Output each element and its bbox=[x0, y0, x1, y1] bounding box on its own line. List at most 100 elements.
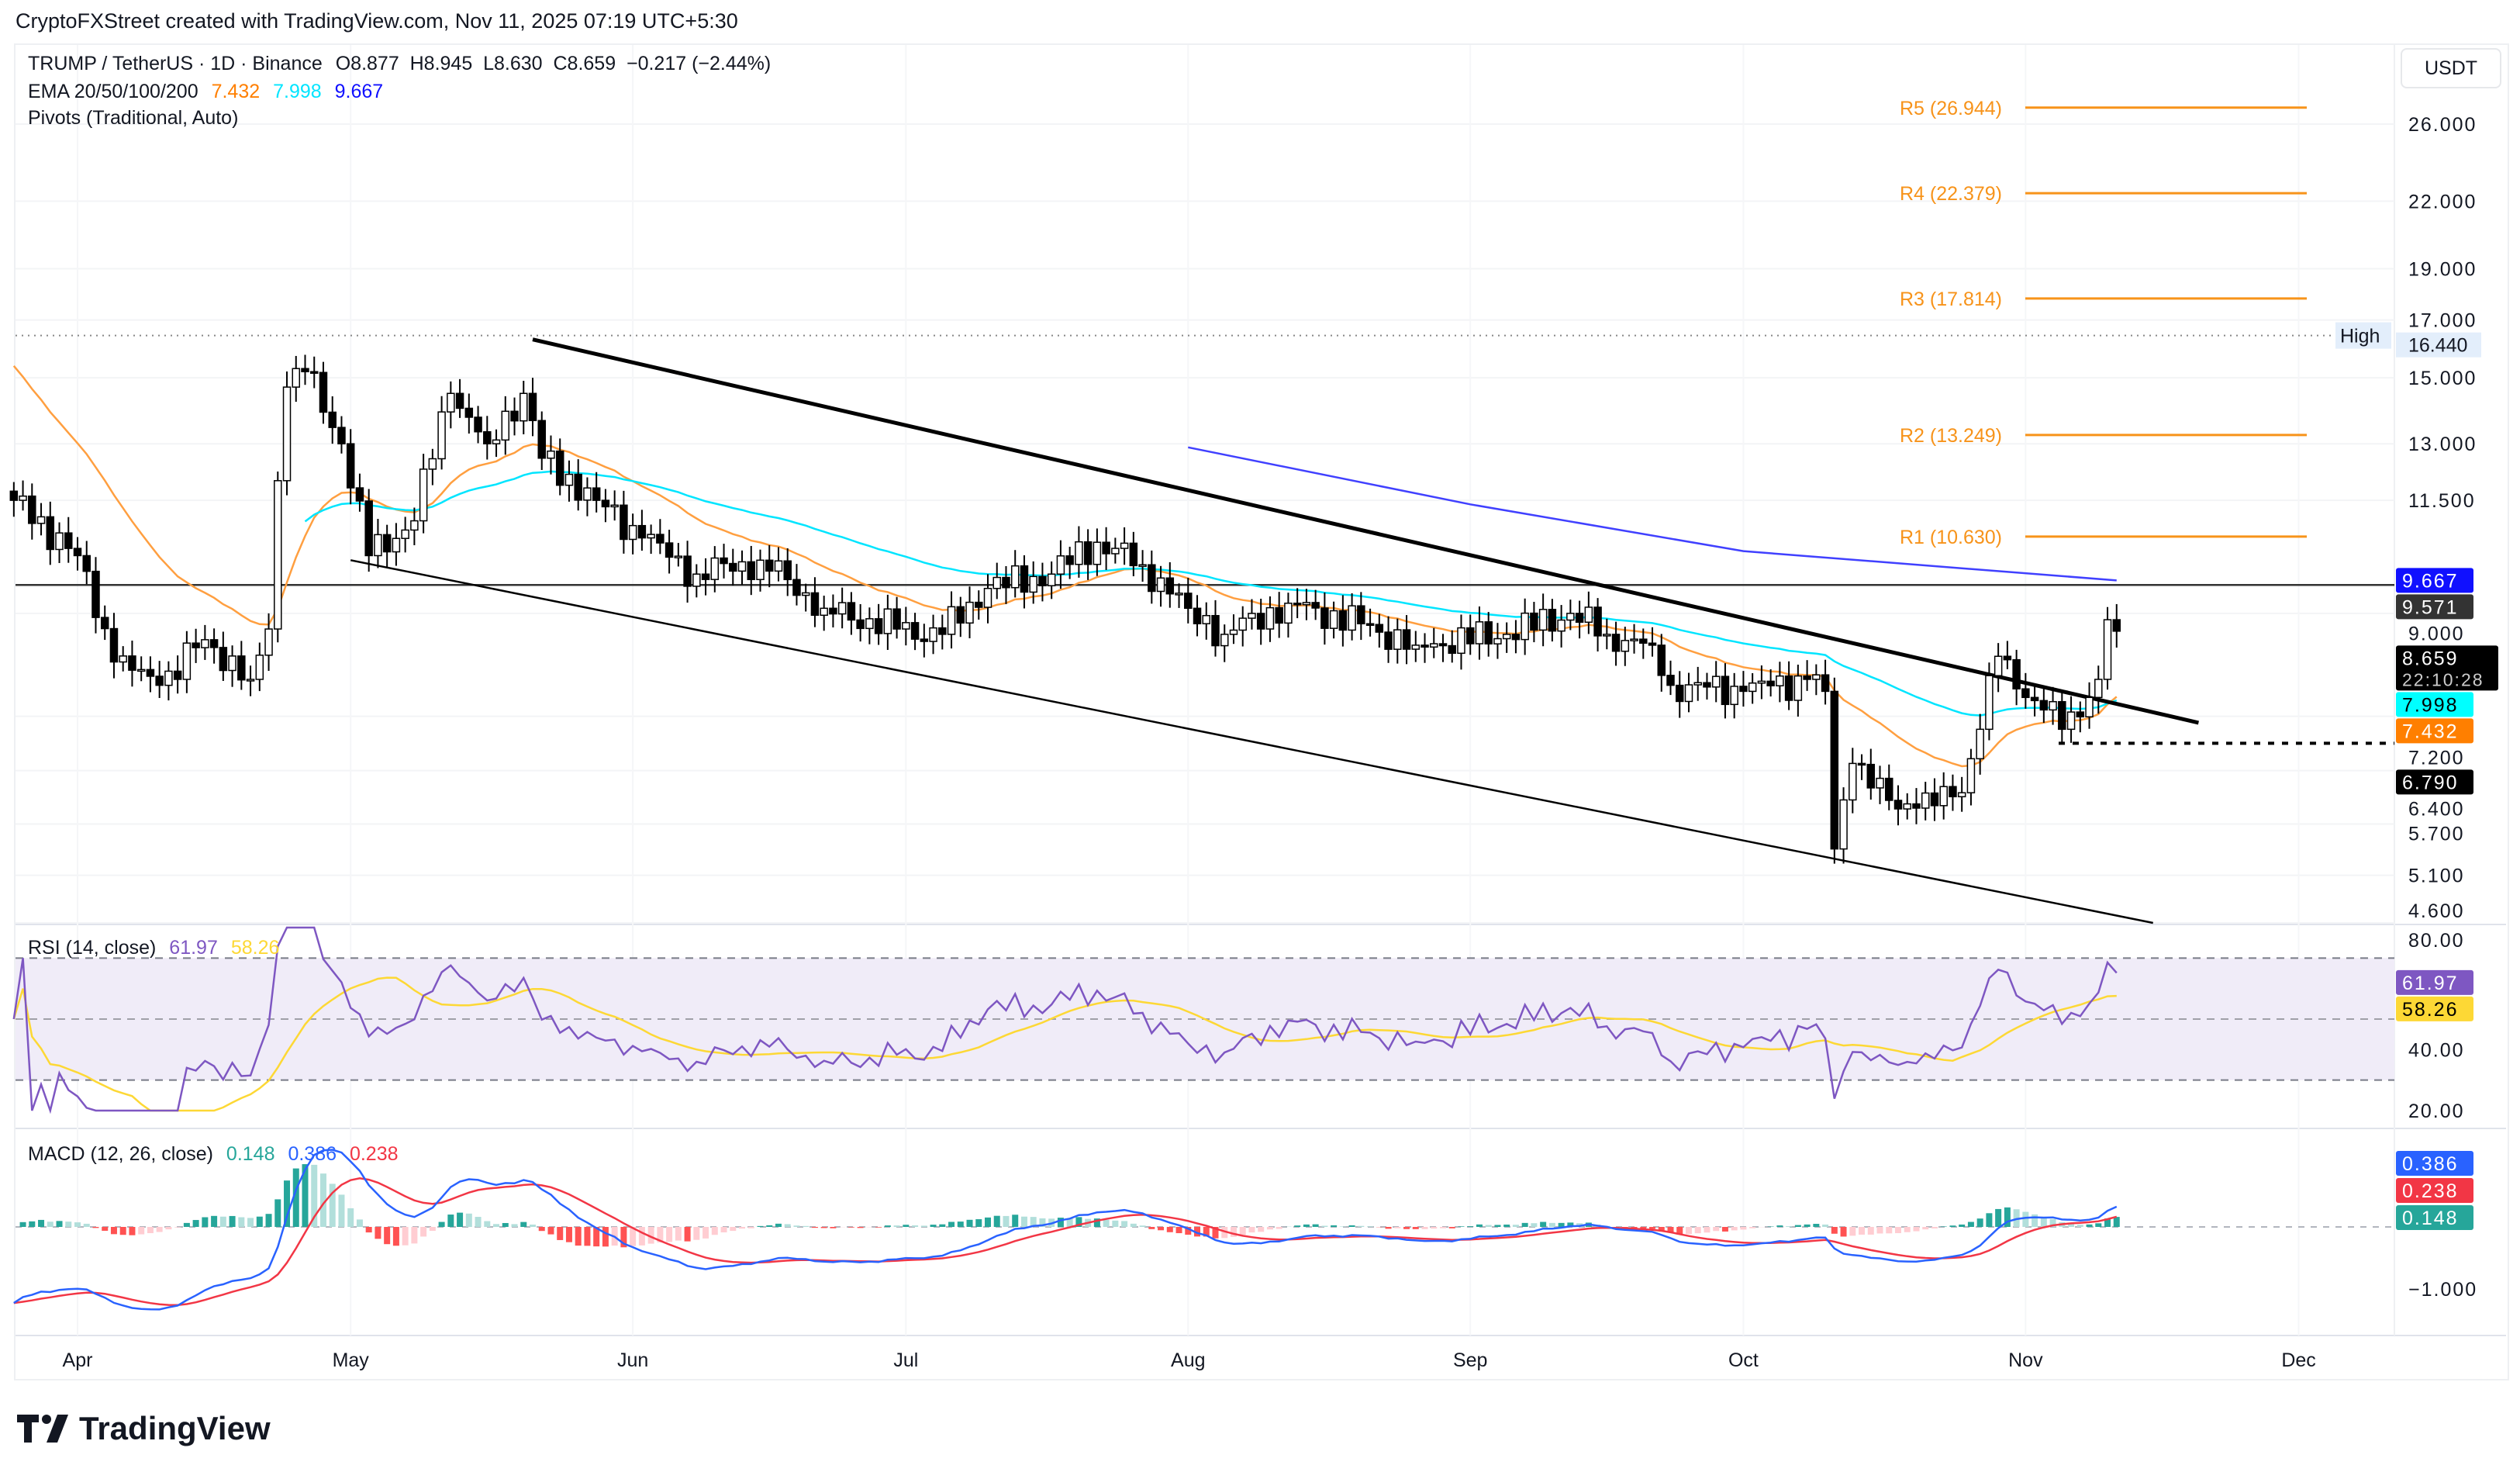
candle-down bbox=[301, 368, 309, 372]
macd-histogram-bar bbox=[1704, 1227, 1710, 1233]
candle-down bbox=[701, 573, 710, 580]
candle-down bbox=[209, 639, 219, 648]
price-badge bbox=[2396, 769, 2473, 795]
candle-down bbox=[810, 592, 820, 617]
candle-up bbox=[201, 639, 209, 648]
candle-down bbox=[665, 542, 674, 558]
candle-up bbox=[1711, 676, 1721, 688]
macd-histogram-bar bbox=[547, 1227, 554, 1235]
candle-up bbox=[1538, 609, 1548, 631]
price-tick-label: 11.500 bbox=[2408, 490, 2476, 512]
candle-down bbox=[364, 500, 373, 557]
macd-histogram-bar bbox=[420, 1227, 427, 1237]
candle-up bbox=[1284, 603, 1293, 624]
candle-down bbox=[2030, 696, 2039, 702]
macd-histogram-bar bbox=[1503, 1224, 1510, 1227]
candle-down bbox=[1083, 541, 1093, 565]
price-badge-text: 8.659 bbox=[2402, 648, 2459, 669]
macd-histogram-bar bbox=[402, 1227, 409, 1246]
price-tick-label: 9.000 bbox=[2408, 623, 2465, 644]
macd-histogram-bar bbox=[1831, 1227, 1838, 1234]
macd-histogram-bar bbox=[1303, 1224, 1310, 1227]
macd-badge bbox=[2396, 1178, 2473, 1203]
candle-down bbox=[1148, 564, 1156, 593]
macd-histogram-bar bbox=[1813, 1224, 1820, 1227]
price-tick-label: 15.000 bbox=[2408, 368, 2477, 389]
macd-histogram-bar bbox=[1212, 1227, 1219, 1239]
ema200-value: 9.667 bbox=[334, 81, 384, 102]
candle-up bbox=[1502, 634, 1511, 640]
macd-histogram-bar bbox=[1786, 1226, 1793, 1227]
candle-down bbox=[1002, 576, 1010, 589]
currency-button[interactable]: USDT bbox=[2401, 48, 2501, 88]
macd-histogram-bar bbox=[1467, 1226, 1474, 1227]
candle-up bbox=[255, 655, 264, 680]
candle-up bbox=[492, 439, 501, 444]
candle-down bbox=[1338, 610, 1348, 631]
rsi-badge-text: 61.97 bbox=[2402, 973, 2459, 994]
ema50-line bbox=[304, 470, 2118, 717]
macd-signal-line bbox=[13, 1177, 2118, 1307]
candle-down bbox=[1311, 602, 1320, 609]
macd-histogram-bar bbox=[820, 1227, 827, 1228]
time-axis-label: May bbox=[333, 1349, 370, 1371]
candle-down bbox=[1949, 786, 1957, 798]
macd-histogram-bar bbox=[1658, 1227, 1665, 1232]
candle-down bbox=[920, 638, 929, 642]
symbol-label[interactable]: TRUMP / TetherUS · 1D · Binance bbox=[28, 53, 323, 74]
candle-down bbox=[601, 499, 610, 508]
macd-histogram-bar bbox=[1139, 1225, 1146, 1227]
macd-histogram-bar bbox=[229, 1215, 236, 1227]
candle-up bbox=[419, 468, 428, 522]
tradingview-logo[interactable]: TradingView bbox=[17, 1410, 271, 1447]
candle-down bbox=[783, 560, 792, 581]
macd-hist-value: 0.148 bbox=[226, 1143, 275, 1165]
rsi-ma-value: 58.26 bbox=[230, 937, 280, 959]
candle-up bbox=[1684, 684, 1693, 703]
macd-legend[interactable]: MACD (12, 26, close) 0.148 0.386 0.238 bbox=[28, 1143, 406, 1166]
macd-histogram-bar bbox=[575, 1227, 582, 1246]
price-badge-text: 7.998 bbox=[2402, 694, 2459, 716]
chart-credit: CryptoFXStreet created with TradingView.… bbox=[16, 9, 738, 33]
candle-up bbox=[1566, 613, 1575, 621]
rsi-legend[interactable]: RSI (14, close) 61.97 58.26 bbox=[28, 937, 287, 959]
macd-histogram-bar bbox=[1485, 1225, 1492, 1227]
macd-histogram-bar bbox=[1694, 1227, 1701, 1234]
candle-down bbox=[2039, 700, 2049, 711]
macd-histogram-bar bbox=[1039, 1218, 1046, 1227]
time-axis-label: Apr bbox=[63, 1349, 93, 1371]
macd-histogram-bar bbox=[1949, 1225, 1956, 1227]
candle-down bbox=[847, 602, 856, 621]
ema-legend[interactable]: EMA 20/50/100/200 7.432 7.998 9.667 bbox=[28, 81, 391, 103]
candle-down bbox=[2012, 658, 2021, 689]
price-badge bbox=[2396, 594, 2473, 620]
candle-down bbox=[173, 670, 182, 680]
macd-histogram-bar bbox=[1740, 1227, 1747, 1230]
ema50-value: 7.998 bbox=[273, 81, 322, 102]
time-axis-label: Oct bbox=[1728, 1349, 1759, 1371]
candle-up bbox=[1093, 541, 1102, 565]
candle-up bbox=[1156, 577, 1165, 593]
candle-down bbox=[1020, 565, 1029, 593]
pivots-legend[interactable]: Pivots (Traditional, Auto) bbox=[28, 107, 246, 130]
macd-histogram-bar bbox=[1239, 1227, 1246, 1235]
candle-down bbox=[1766, 680, 1775, 686]
pivot-label: R2 (13.249) bbox=[1900, 425, 2002, 447]
macd-histogram-bar bbox=[465, 1213, 472, 1227]
candle-up bbox=[2066, 711, 2076, 731]
candle-up bbox=[1393, 629, 1402, 650]
macd-histogram-bar bbox=[1849, 1227, 1856, 1236]
macd-histogram-bar bbox=[1685, 1227, 1692, 1235]
macd-histogram-bar bbox=[1112, 1220, 1119, 1227]
candle-up bbox=[564, 473, 574, 486]
candle-up bbox=[437, 411, 446, 460]
candle-down bbox=[1375, 624, 1384, 633]
candle-down bbox=[1575, 613, 1584, 624]
macd-histogram-bar bbox=[1431, 1227, 1438, 1229]
candle-down bbox=[1129, 542, 1138, 567]
candle-up bbox=[1202, 614, 1211, 624]
symbol-legend: TRUMP / TetherUS · 1D · Binance O8.877 H… bbox=[28, 53, 778, 75]
candle-up bbox=[2094, 679, 2103, 699]
candle-up bbox=[1876, 777, 1884, 789]
